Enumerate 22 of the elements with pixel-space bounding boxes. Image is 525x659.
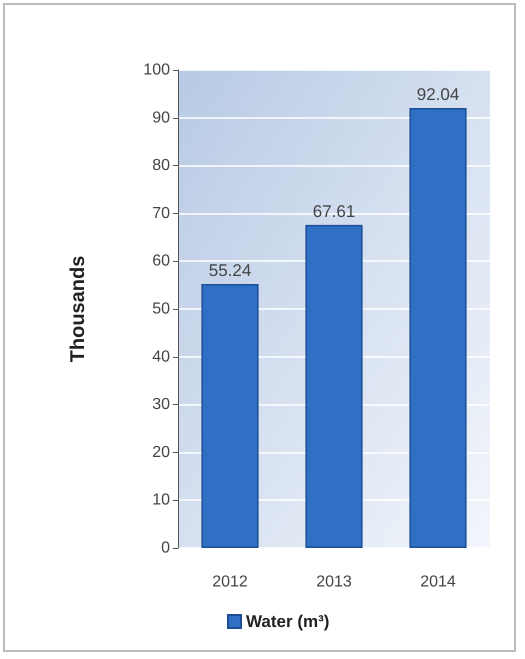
- y-tick-label: 30: [152, 396, 170, 414]
- y-tick-label: 0: [161, 540, 170, 556]
- y-tick-label: 50: [152, 300, 170, 318]
- y-tick-label: 20: [152, 444, 170, 461]
- bar: [201, 284, 259, 548]
- y-axis-title: Thousands: [67, 256, 89, 362]
- bar: [305, 224, 363, 548]
- y-tick-label: 80: [152, 157, 170, 174]
- legend-label: Water (m³): [246, 612, 330, 631]
- bar: [409, 108, 467, 548]
- y-tick-label: 90: [152, 109, 170, 126]
- y-tick-label: 70: [152, 204, 170, 222]
- data-label: 55.24: [208, 260, 252, 280]
- x-tick-label: 2012: [212, 574, 248, 590]
- y-tick-label: 40: [152, 348, 170, 366]
- x-tick-label: 2013: [316, 574, 352, 590]
- y-tick-label: 10: [152, 492, 170, 509]
- y-tick-label: 100: [143, 62, 170, 78]
- data-label: 67.61: [312, 202, 356, 221]
- x-tick-label: 2014: [420, 574, 456, 590]
- y-tick-label: 60: [152, 252, 170, 270]
- data-label: 92.04: [416, 85, 460, 104]
